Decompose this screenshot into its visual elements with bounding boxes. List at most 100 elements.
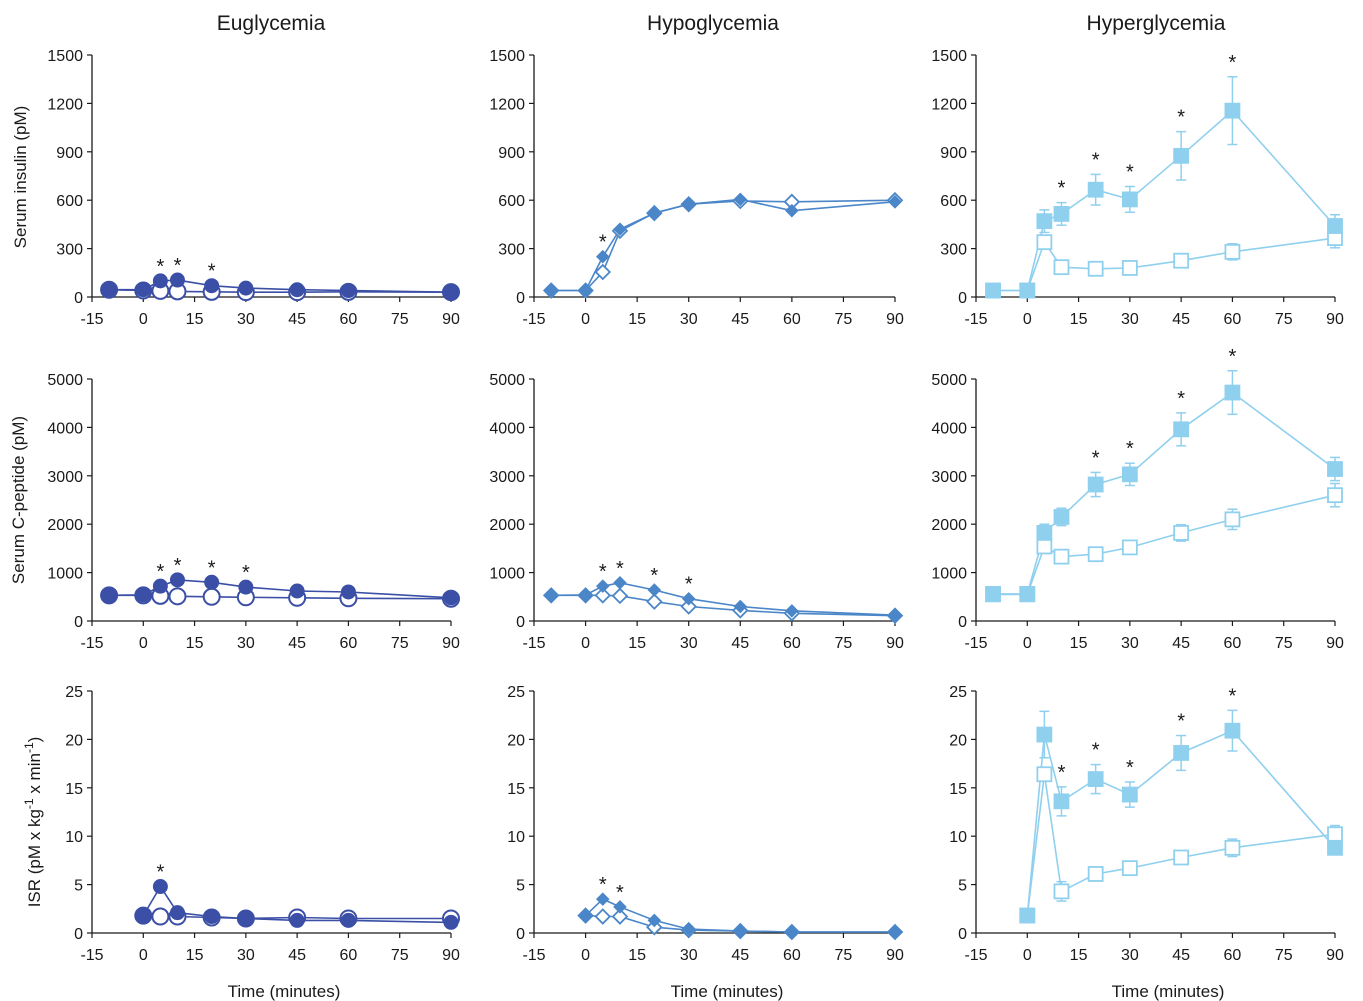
- significance-asterisk: *: [599, 561, 607, 583]
- point-open: [1053, 259, 1070, 276]
- y-tick-label: 900: [498, 145, 525, 162]
- x-tick-label: 15: [1070, 635, 1088, 652]
- x-tick-label: -15: [80, 311, 103, 328]
- point-open: [1121, 860, 1138, 877]
- x-tick-label: 90: [886, 947, 904, 964]
- y-tick-label: 5000: [489, 372, 525, 389]
- point-filled: [1019, 585, 1036, 602]
- point-filled: [1224, 722, 1241, 739]
- y-tick-label: 5: [958, 878, 967, 895]
- x-tick-label: 30: [1121, 635, 1139, 652]
- point-filled: [289, 583, 305, 599]
- y-tick-label: 20: [949, 732, 967, 749]
- point-filled: [169, 572, 185, 588]
- point-filled: [204, 909, 220, 925]
- x-tick-label: 15: [628, 311, 646, 328]
- ylabel-isr-part1: ISR (pM x kg: [25, 809, 44, 907]
- significance-asterisk: *: [156, 561, 164, 583]
- chart-panel-3: 0 300 600 900 1200 1500 -15 0 15 30 45 60 75 90 * * * * *: [931, 48, 1344, 328]
- point-filled: [785, 203, 799, 218]
- significance-asterisk: *: [1092, 447, 1100, 469]
- y-tick-label: 0: [958, 926, 967, 943]
- x-tick-label: 75: [835, 947, 853, 964]
- point-filled: [1327, 461, 1343, 477]
- y-tick-label: 600: [56, 193, 83, 210]
- xlabel-hyperglycemia: Time (minutes): [1112, 982, 1225, 1001]
- chart-panel-4: 0 1000 2000 3000 4000 5000 -15 0 15 30 45 60 75 90 * * *…: [47, 372, 460, 652]
- point-filled: [152, 578, 168, 594]
- x-tick-label: 30: [680, 635, 698, 652]
- x-tick-label: 90: [442, 947, 460, 964]
- point-filled: [204, 574, 220, 590]
- point-filled: [578, 908, 593, 923]
- point-open: [1036, 766, 1053, 783]
- x-tick-label: 90: [442, 635, 460, 652]
- significance-asterisk: *: [1229, 685, 1237, 707]
- x-tick-label: 90: [1326, 947, 1344, 964]
- significance-asterisk: *: [1229, 346, 1237, 368]
- point-filled: [1224, 384, 1241, 401]
- point-filled: [1036, 213, 1053, 230]
- x-axis-labels: Time (minutes) Time (minutes) Time (minu…: [228, 982, 1225, 1001]
- point-filled: [544, 283, 558, 298]
- point-open: [1224, 511, 1241, 528]
- point-filled: [647, 913, 662, 928]
- row-labels: Serum insulin (pM) Serum C-peptide (pM) …: [9, 106, 44, 908]
- x-tick-label: 45: [731, 947, 749, 964]
- x-tick-label: 75: [391, 635, 409, 652]
- point-filled: [733, 924, 748, 938]
- x-tick-label: 45: [731, 311, 749, 328]
- x-tick-label: -15: [80, 947, 103, 964]
- x-tick-label: 0: [139, 947, 148, 964]
- y-tick-label: 0: [74, 290, 83, 307]
- chart-panel-9: 0 5 10 15 20 25 -15 0 15 30 45 60 75 90 * * * * *: [949, 684, 1344, 964]
- point-filled: [681, 197, 696, 212]
- y-tick-label: 1200: [47, 96, 83, 113]
- y-tick-label: 4000: [47, 420, 83, 437]
- x-tick-label: 90: [886, 635, 904, 652]
- x-tick-label: 90: [886, 311, 904, 328]
- y-tick-label: 0: [516, 290, 525, 307]
- y-tick-label: 0: [958, 614, 967, 631]
- point-open: [1173, 849, 1190, 866]
- x-tick-label: 0: [139, 635, 148, 652]
- point-open: [611, 908, 629, 925]
- point-filled: [1053, 206, 1070, 222]
- point-filled: [595, 892, 610, 906]
- y-tick-label: 0: [958, 290, 967, 307]
- point-filled: [135, 587, 151, 603]
- point-filled: [647, 206, 662, 220]
- x-tick-label: 60: [1224, 311, 1242, 328]
- y-tick-label: 4000: [489, 420, 525, 437]
- y-tick-label: 10: [949, 829, 967, 846]
- point-filled: [169, 905, 185, 921]
- point-filled: [733, 192, 748, 207]
- point-filled: [785, 925, 799, 939]
- x-tick-label: 75: [391, 947, 409, 964]
- point-filled: [785, 604, 799, 618]
- point-filled: [340, 912, 356, 928]
- point-filled: [443, 914, 459, 930]
- point-filled: [733, 599, 748, 614]
- point-filled: [1173, 421, 1190, 438]
- point-filled: [985, 282, 1001, 299]
- x-tick-label: 90: [442, 311, 460, 328]
- x-tick-label: 15: [628, 947, 646, 964]
- point-filled: [613, 900, 627, 914]
- point-filled: [681, 922, 696, 936]
- xlabel-euglycemia: Time (minutes): [228, 982, 341, 1001]
- y-tick-label: 3000: [489, 469, 525, 486]
- significance-asterisk: *: [616, 558, 624, 580]
- y-tick-label: 900: [940, 145, 967, 162]
- point-filled: [613, 575, 627, 590]
- column-titles: Euglycemia Hypoglycemia Hyperglycemia: [217, 12, 1226, 35]
- x-tick-label: 60: [1224, 635, 1242, 652]
- y-tick-label: 20: [65, 732, 83, 749]
- point-filled: [1173, 147, 1190, 164]
- point-filled: [578, 283, 593, 298]
- x-tick-label: 60: [340, 947, 358, 964]
- x-tick-label: -15: [522, 635, 545, 652]
- point-open: [1036, 234, 1053, 251]
- point-filled: [135, 282, 151, 298]
- x-tick-label: -15: [522, 311, 545, 328]
